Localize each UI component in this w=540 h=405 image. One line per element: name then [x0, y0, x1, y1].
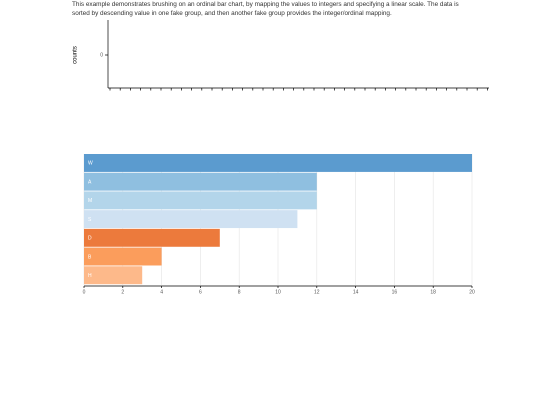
x-tick-label: 2 — [121, 289, 124, 295]
x-tick-label: 20 — [469, 289, 475, 295]
bar-label: H — [88, 273, 92, 279]
bar-label: W — [88, 161, 93, 167]
bar-label: B — [88, 254, 92, 260]
description: This example demonstrates brushing on an… — [72, 1, 459, 17]
x-tick-label: 14 — [353, 289, 359, 295]
x-tick-label: 12 — [314, 289, 320, 295]
bar — [84, 228, 220, 247]
x-tick-label: 10 — [275, 289, 281, 295]
bar-label: A — [88, 179, 92, 185]
bar — [84, 266, 143, 285]
x-tick-label: 0 — [83, 289, 86, 295]
x-tick-label: 4 — [160, 289, 163, 295]
bar — [84, 191, 317, 210]
bar — [84, 210, 298, 229]
bar-label: S — [88, 217, 92, 223]
bar-label: M — [88, 198, 92, 204]
x-tick-label: 18 — [430, 289, 436, 295]
bar-label: D — [88, 236, 92, 242]
y-axis-label: counts — [73, 46, 79, 64]
y-tick-label: 0 — [100, 52, 103, 58]
bar — [84, 154, 472, 172]
x-tick-label: 8 — [238, 289, 241, 295]
bar — [84, 172, 317, 191]
x-tick-label: 6 — [199, 289, 202, 295]
bar — [84, 247, 162, 266]
x-tick-label: 16 — [392, 289, 398, 295]
